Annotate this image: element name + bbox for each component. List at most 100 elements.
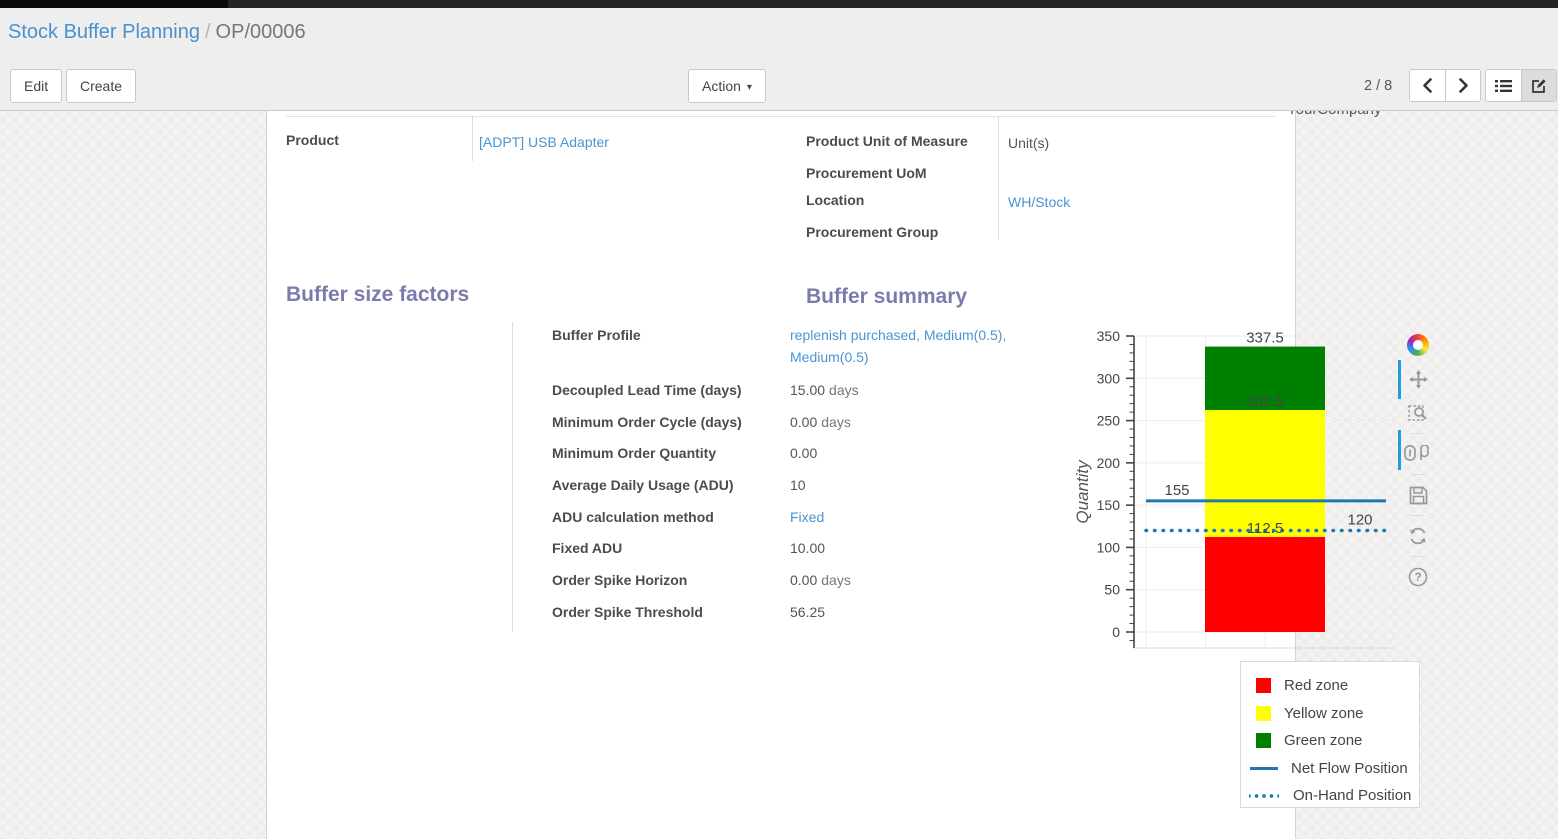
plotly-logo-icon[interactable] <box>1405 332 1431 358</box>
svg-text:155: 155 <box>1164 482 1189 499</box>
top-menu-bar <box>0 0 1558 8</box>
svg-text:200: 200 <box>1097 455 1121 471</box>
field-row-order-spike-horizon: Order Spike Horizon 0.00 days <box>552 572 851 589</box>
chevron-left-icon <box>1423 78 1432 93</box>
red-zone-swatch <box>1256 678 1271 694</box>
group-separator-left <box>472 116 473 161</box>
pager-buttons <box>1409 69 1481 102</box>
form-view-button[interactable] <box>1521 70 1556 101</box>
product-label: Product <box>286 132 339 148</box>
legend-item-green-zone[interactable]: Green zone <box>1241 727 1419 755</box>
clipped-row: YourCompany <box>1287 111 1457 118</box>
red-zone-bar <box>1205 536 1325 632</box>
field-row-adu-method: ADU calculation method Fixed <box>552 508 825 525</box>
help-icon[interactable]: ? <box>1405 564 1431 590</box>
list-view-icon <box>1495 79 1512 92</box>
svg-text:262.5: 262.5 <box>1246 393 1284 410</box>
yellow-zone-swatch <box>1256 705 1271 721</box>
green-zone-bar <box>1205 346 1325 410</box>
product-uom-value: Unit(s) <box>1008 135 1050 151</box>
chevron-down-icon: ▾ <box>746 82 752 93</box>
location-label: Location <box>806 192 865 208</box>
action-dropdown-button[interactable]: Action ▾ <box>688 69 766 103</box>
svg-text:112.5: 112.5 <box>1247 520 1283 537</box>
breadcrumb: Stock Buffer Planning / OP/00006 <box>8 21 306 44</box>
buffer-chart-svg: 112.5 262.5 337.5 155 120 0 50 100 150 200 250 300 3… <box>1073 328 1395 649</box>
adu-method-link[interactable]: Fixed <box>790 508 825 525</box>
clipped-company-value: YourCompany <box>1287 111 1457 118</box>
group-top-border <box>286 116 1275 117</box>
list-view-button[interactable] <box>1486 70 1521 101</box>
buffer-summary-chart: 112.5 262.5 337.5 155 120 0 50 100 150 200 250 300 3… <box>1072 326 1412 660</box>
breadcrumb-parent-link[interactable]: Stock Buffer Planning <box>8 21 200 43</box>
top-menu-active-item <box>0 0 228 8</box>
location-value-link[interactable]: WH/Stock <box>1008 194 1071 210</box>
modebar-active-indicator-hover <box>1398 430 1401 470</box>
legend-item-on-hand-position[interactable]: On-Hand Position <box>1241 782 1419 810</box>
view-switcher <box>1485 69 1557 102</box>
field-row-min-order-cycle: Minimum Order Cycle (days) 0.00 days <box>552 413 851 430</box>
content-background: YourCompany Product [ADPT] USB Adapter P… <box>0 111 1558 839</box>
procurement-uom-label: Procurement UoM <box>806 165 927 181</box>
form-view-icon <box>1532 78 1546 93</box>
hover-compare-icon <box>1420 444 1429 460</box>
buffer-profile-link[interactable]: replenish purchased, Medium(0.5), Medium… <box>790 327 1007 365</box>
factors-separator <box>512 322 513 632</box>
modebar-separator <box>1411 433 1425 434</box>
procurement-group-label: Procurement Group <box>806 224 939 240</box>
buffer-factors-table: Buffer Profile replenish purchased, Medi… <box>552 322 1057 631</box>
modebar-separator <box>1411 515 1425 516</box>
control-panel: Stock Buffer Planning / OP/00006 Edit Crea… <box>0 8 1558 111</box>
box-zoom-icon[interactable] <box>1405 400 1431 426</box>
buffer-summary-title: Buffer summary <box>806 285 968 308</box>
product-uom-label: Product Unit of Measure <box>806 133 968 149</box>
group-separator-right <box>998 116 999 240</box>
svg-text:0: 0 <box>1112 624 1120 640</box>
svg-text:350: 350 <box>1097 328 1121 344</box>
legend-item-net-flow-position[interactable]: Net Flow Position <box>1241 755 1419 783</box>
green-zone-swatch <box>1256 733 1271 749</box>
svg-text:337.5: 337.5 <box>1246 330 1284 347</box>
net-flow-swatch <box>1250 766 1278 770</box>
breadcrumb-current: OP/00006 <box>215 21 306 43</box>
field-row-min-order-qty: Minimum Order Quantity 0.00 <box>552 445 818 462</box>
hover-icons[interactable] <box>1403 441 1433 467</box>
save-plot-icon[interactable] <box>1405 482 1431 508</box>
pager-value: 2 / 8 <box>1364 78 1393 94</box>
svg-text:250: 250 <box>1097 413 1121 429</box>
svg-text:100: 100 <box>1097 539 1121 555</box>
field-row-adu: Average Daily Usage (ADU) 10 <box>552 477 806 494</box>
product-value-link[interactable]: [ADPT] USB Adapter <box>479 134 609 150</box>
modebar-separator <box>1411 556 1425 557</box>
pager-previous-button[interactable] <box>1410 70 1445 101</box>
create-button[interactable]: Create <box>66 69 137 103</box>
chart-legend: Red zone Yellow zone Green zone Net Flow… <box>1240 661 1420 808</box>
field-row-fixed-adu: Fixed ADU 10.00 <box>552 540 826 557</box>
modebar-separator <box>1411 474 1425 475</box>
pager-next-button[interactable] <box>1445 70 1480 101</box>
svg-text:120: 120 <box>1347 512 1372 529</box>
chevron-right-icon <box>1458 78 1468 93</box>
svg-text:?: ? <box>1414 572 1421 584</box>
field-row-order-spike-threshold: Order Spike Threshold 56.25 <box>552 603 826 620</box>
legend-item-yellow-zone[interactable]: Yellow zone <box>1241 700 1419 728</box>
svg-text:300: 300 <box>1097 370 1121 386</box>
svg-text:150: 150 <box>1097 497 1121 513</box>
hover-closest-icon <box>1404 444 1416 461</box>
modebar-active-indicator-pan <box>1398 360 1401 399</box>
svg-text:Quantity: Quantity <box>1073 459 1092 524</box>
legend-item-red-zone[interactable]: Red zone <box>1241 672 1419 700</box>
yellow-zone-bar <box>1205 410 1325 537</box>
reset-axes-icon[interactable] <box>1405 523 1431 549</box>
chart-modebar: ? <box>1398 328 1433 594</box>
svg-text:50: 50 <box>1104 582 1120 598</box>
pan-icon[interactable] <box>1405 366 1431 392</box>
field-row-buffer-profile: Buffer Profile replenish purchased, Medi… <box>552 322 1057 377</box>
field-row-dlt: Decoupled Lead Time (days) 15.00 days <box>552 382 859 398</box>
on-hand-swatch <box>1249 793 1279 798</box>
form-sheet: YourCompany Product [ADPT] USB Adapter P… <box>266 111 1429 839</box>
buffer-size-factors-title: Buffer size factors <box>286 283 470 306</box>
breadcrumb-separator: / <box>204 21 211 43</box>
edit-button[interactable]: Edit <box>10 69 63 103</box>
